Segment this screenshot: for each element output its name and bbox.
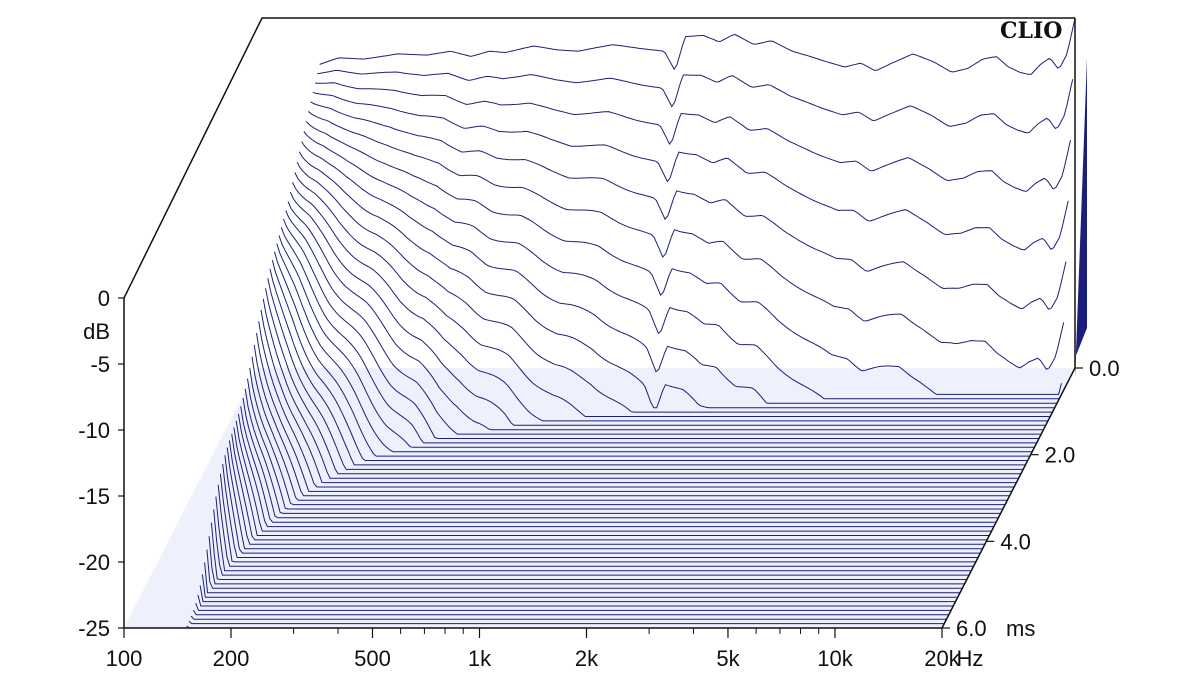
y-tick-label: -10 <box>78 418 110 443</box>
decay-slice-trace <box>199 585 956 603</box>
z-tick-label: 6.0 <box>956 616 987 641</box>
x-tick-label: 200 <box>213 646 250 671</box>
decay-slice-trace <box>283 218 1039 439</box>
decay-slice-trace <box>292 182 1048 422</box>
decay-slice-trace <box>240 406 997 523</box>
decay-slice-trace <box>269 268 1026 466</box>
decay-slice-trace <box>298 151 1055 409</box>
decay-slice-trace <box>197 594 954 607</box>
decay-slice-trace <box>287 201 1044 431</box>
decay-slice-trace <box>267 278 1024 470</box>
decay-slice-trace <box>258 321 1015 488</box>
decay-slice-trace <box>228 440 985 545</box>
decay-slice-trace <box>280 227 1037 444</box>
decay-slice-trace <box>204 562 960 594</box>
decay-slice-trace <box>253 344 1010 497</box>
decay-slice-trace <box>296 161 1053 413</box>
axes <box>118 18 1083 638</box>
x-axis-label: Hz <box>957 646 984 671</box>
decay-slice-trace <box>315 82 1071 192</box>
decay-slice-trace <box>312 91 1069 251</box>
x-tick-label: 1k <box>468 646 492 671</box>
right-edge-fill <box>1075 58 1087 378</box>
decay-slice-trace <box>222 463 979 558</box>
decay-slice-trace <box>278 235 1035 448</box>
decay-slice-trace <box>301 141 1057 404</box>
decay-slice-trace <box>310 101 1067 310</box>
waterfall-traces <box>186 18 1087 629</box>
decay-slice-trace <box>289 191 1046 426</box>
z-tick-label: 4.0 <box>1000 529 1031 554</box>
decay-slice-trace <box>319 18 1076 75</box>
decay-slice-trace <box>247 378 1003 510</box>
y-tick-label: -25 <box>78 616 110 641</box>
decay-slice-trace <box>265 288 1021 475</box>
floor-layer <box>124 368 1075 628</box>
decay-slice-trace <box>190 615 947 620</box>
decay-slice-trace <box>217 484 974 567</box>
brand-label: CLIO <box>1000 18 1062 44</box>
decay-slice-trace <box>285 210 1042 435</box>
decay-slice-trace <box>303 130 1060 400</box>
decay-slice-trace <box>276 243 1033 453</box>
x-tick-label: 10k <box>817 646 853 671</box>
decay-slice-trace <box>242 397 999 519</box>
decay-slice-trace <box>208 536 965 585</box>
axis-labels: 0 -5 -10 -15 -20 -25 dB 100 200 500 1k 2k 5k 10k 20kHz… <box>78 286 1119 671</box>
decay-slice-trace <box>235 420 992 532</box>
decay-slice-trace <box>256 333 1012 492</box>
decay-slice-trace <box>317 69 1074 134</box>
y-axis-label: dB <box>83 319 110 344</box>
decay-slice-trace <box>231 433 988 541</box>
floor-plane <box>124 368 1075 628</box>
decay-slice-trace <box>233 427 990 536</box>
y-tick-label: -15 <box>78 484 110 509</box>
z-axis-line <box>941 367 1076 629</box>
decay-slice-trace <box>219 473 976 563</box>
decay-slice-trace <box>188 620 945 625</box>
back-frame <box>123 17 1075 299</box>
y-tick-label: -5 <box>90 352 110 377</box>
decay-slice-trace <box>237 413 994 528</box>
decay-slice-trace <box>260 309 1017 484</box>
y-tick-label: -20 <box>78 550 110 575</box>
x-tick-label: 500 <box>354 646 391 671</box>
decay-slice-trace <box>210 522 967 580</box>
decay-slice-trace <box>262 298 1019 479</box>
z-axis-label: ms <box>1006 616 1035 641</box>
x-tick-label: 100 <box>106 646 143 671</box>
decay-slice-trace <box>213 509 970 576</box>
y-tick-label: 0 <box>98 286 110 311</box>
decay-slice-trace <box>201 574 958 598</box>
z-tick-label: 0.0 <box>1089 356 1120 381</box>
decay-slice-trace <box>192 609 949 616</box>
x-tick-label: 2k <box>575 646 599 671</box>
decay-slice-trace <box>244 388 1001 514</box>
decay-slice-trace <box>294 172 1051 417</box>
decay-slice-trace <box>206 549 963 589</box>
z-tick-label: 2.0 <box>1045 443 1076 468</box>
x-tick-label: 5k <box>716 646 740 671</box>
decay-slice-trace <box>271 259 1028 461</box>
decay-slice-trace <box>195 603 951 611</box>
decay-slice-trace <box>249 367 1006 506</box>
decay-slice-trace <box>226 447 983 550</box>
decay-slice-trace <box>305 120 1062 395</box>
decay-slice-trace <box>215 496 972 572</box>
decay-slice-trace <box>307 111 1065 370</box>
decay-slice-trace <box>251 356 1008 501</box>
decay-slice-trace <box>224 455 981 554</box>
x-tick-label: 20k <box>924 646 960 671</box>
decay-slice-trace <box>274 251 1030 457</box>
